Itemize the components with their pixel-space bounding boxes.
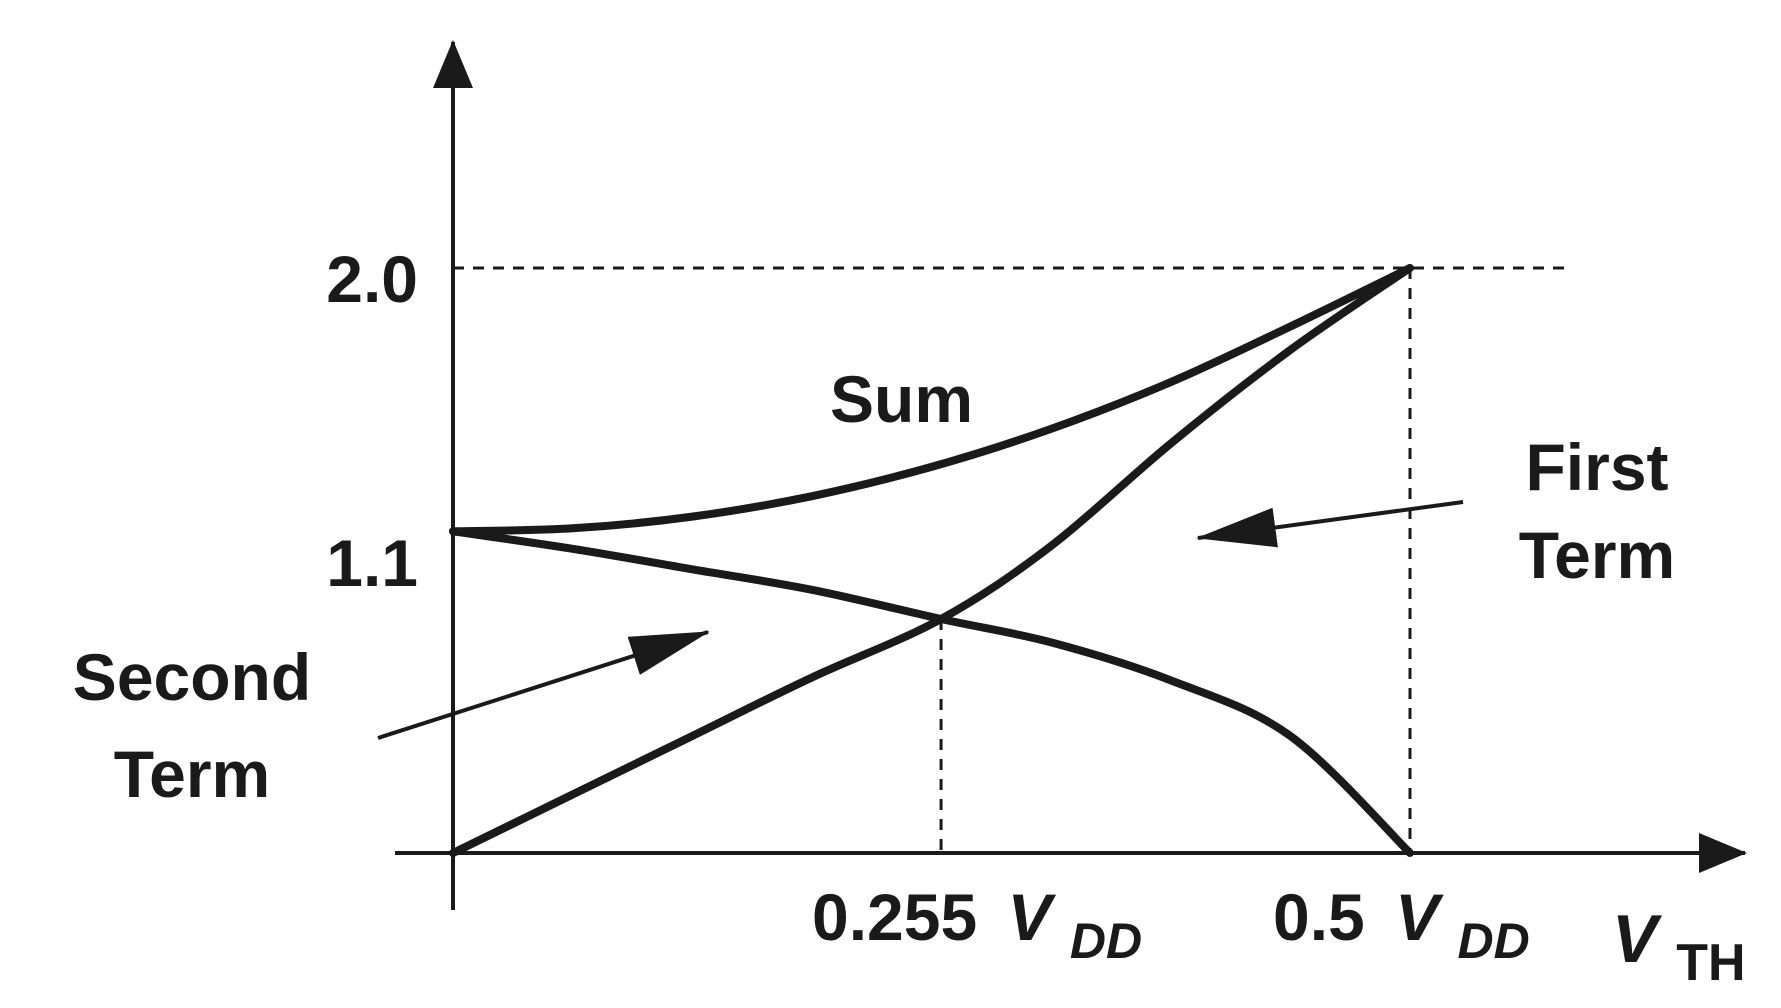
x-tick-0-5-coef: 0.5 bbox=[1273, 880, 1365, 954]
label-first-term-line1: First bbox=[1525, 430, 1668, 504]
y-tick-label-2-0: 2.0 bbox=[326, 242, 418, 316]
x-axis-label-sub: TH bbox=[1676, 934, 1745, 992]
label-second-term-line2: Term bbox=[114, 737, 271, 811]
first-term-pointer bbox=[1196, 500, 1464, 548]
x-tick-0-255-var: V bbox=[1008, 880, 1057, 954]
label-second-term-line1: Second bbox=[73, 640, 311, 714]
x-tick-0-255-sub: DD bbox=[1070, 913, 1142, 969]
x-axis-label: V TH bbox=[1612, 901, 1746, 992]
y-tick-label-1-1: 1.1 bbox=[326, 526, 418, 600]
x-tick-0-5-sub: DD bbox=[1457, 913, 1529, 969]
second-term-pointer bbox=[377, 630, 710, 740]
label-first-term-line2: Term bbox=[1519, 518, 1676, 592]
series-line-second-term bbox=[449, 527, 1414, 857]
x-tick-0-255-coef: 0.255 bbox=[812, 880, 977, 954]
x-axis-label-base: V bbox=[1612, 901, 1663, 977]
x-tick-0-5-var: V bbox=[1395, 880, 1444, 954]
label-sum: Sum bbox=[830, 362, 973, 436]
series-line-sum bbox=[449, 264, 1414, 536]
series-line-first-term bbox=[449, 264, 1414, 857]
x-tick-label-0-5-vdd: 0.5 V DD bbox=[1273, 880, 1530, 969]
x-tick-label-0-255-vdd: 0.255 V DD bbox=[812, 880, 1142, 969]
